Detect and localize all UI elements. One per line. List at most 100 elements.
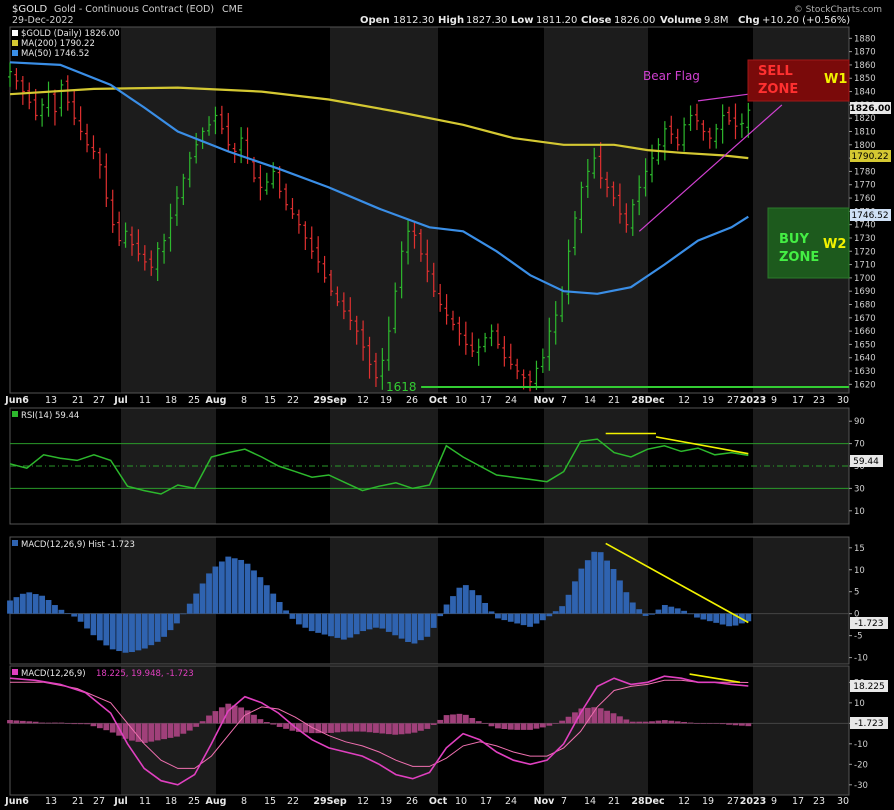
ohlc-bar [290,198,295,219]
hist-bar [270,593,277,614]
macd-hist-bar [719,723,726,725]
hist-bar [533,613,540,624]
ohlc-bar [438,283,443,312]
hist-bar [437,613,444,617]
ohlc-bar [20,76,25,105]
macd-hist-bar [591,707,598,724]
x-tick-label: 21 [72,395,84,406]
x-tick-label: 26 [406,395,418,406]
y-tick-label: -5 [854,632,862,642]
month-shade-band [544,666,648,795]
ohlc-bar [714,123,719,149]
hist-bar [315,613,322,633]
ohlc-bar [572,211,577,256]
y-tick-label: 1640 [854,354,876,364]
macd-hist-bar [244,710,251,724]
date-label: 29-Dec-2022 [12,15,74,26]
x-tick-label: 17 [480,395,492,406]
hist-bar [636,609,643,614]
ohlc-bar [553,301,558,345]
x-tick-label: 19 [380,796,392,807]
y-tick-label: 1740 [854,221,876,231]
ohlc-bar [213,106,218,135]
y-tick-label: 1780 [854,167,876,177]
macd-hist-bar [520,723,527,730]
ma200-line [9,86,749,160]
ohlc-bar [40,98,45,127]
hist-bar [475,595,482,614]
ohlc-bar [264,172,269,195]
hist-bar [694,613,700,618]
ohlc-bar [322,255,327,283]
hist-bar [347,613,354,638]
macd-hist-bar [668,720,675,724]
hist-bar [572,581,578,614]
macd-hist-bar [167,723,174,738]
volume-value: 9.8M [704,15,729,26]
bear-flag-lower-line [638,104,783,232]
ohlc-bar [508,343,513,370]
ohlc-bar [694,103,699,131]
hist-bar [597,552,604,614]
hist-bar [225,556,232,614]
macd-hist-bar [257,719,264,724]
x-tick-label: 30 [837,796,849,807]
macd-hist-bar [430,723,437,725]
period-shading [121,27,849,795]
rsi-legend: RSI(14) 59.44 [12,411,79,421]
hist-bar [58,609,65,614]
macd-hist-bar [238,707,245,724]
macd-legend-prefix: MACD(12,26,9) [21,669,86,679]
y-tick-label: 1860 [854,61,876,71]
hist-bar [713,613,720,623]
w1-label: W1 [824,72,847,87]
macd-hist-bar [366,723,373,733]
x-tick-label: 10 [455,395,467,406]
hist-bar [122,613,129,653]
sell-zone-box [747,59,850,102]
hist-bar [514,613,521,624]
macd-hist-bar [103,723,110,731]
macd-hist-bar [129,723,135,741]
x-tick-label: 29Sep [313,796,347,807]
rsi-line [9,438,749,495]
macd-hist-bar [488,723,495,727]
hist-bar [244,563,251,614]
macd-hist-bar [713,723,720,724]
ohlc-bar [669,115,674,144]
ohlc-bar [296,209,301,234]
macd-legend: MACD(12,26,9) 18.225, 19.948, -1.723 [12,669,194,679]
hist-bar [109,613,116,650]
ohlc-bar [515,358,520,380]
x-tick-label: 13 [45,796,57,807]
macd-hist-bar [373,723,379,733]
y-tick-label: 0 [854,610,859,620]
ohlc-bar [425,239,430,283]
hist-bar [385,613,392,632]
y-tick-label: 1810 [854,127,876,137]
hist-badge-bg [850,617,888,629]
y-tick-label: 1720 [854,247,876,257]
macd-hist-bar [565,716,572,724]
hist-bar [373,613,379,628]
hist-bar [719,613,726,625]
macd-hist-bar [539,723,546,728]
hist-bar [302,613,309,628]
bear-flag-label: Bear Flag [643,69,700,83]
ohlc-bar [688,105,693,131]
y-tick-label: 1770 [854,181,876,191]
x-tick-label: 17 [792,796,804,807]
macd-hist-bar [32,721,39,724]
hist-legend: MACD(12,26,9) Hist -1.723 [12,540,135,550]
x-tick-label: 9 [771,796,777,807]
hist-bar [604,560,610,614]
hist-bar [417,613,424,641]
ma200-legend-text: MA(200) 1790.22 [21,39,95,49]
macd-hist-bar [52,722,58,724]
macd-hist-bar [623,719,630,724]
copyright-label: © StockCharts.com [794,5,882,15]
macd-hist-bar [546,723,553,726]
y-tick-label: 1700 [854,274,876,284]
hist-bar [700,613,707,620]
macd-hist-bar [661,720,668,724]
